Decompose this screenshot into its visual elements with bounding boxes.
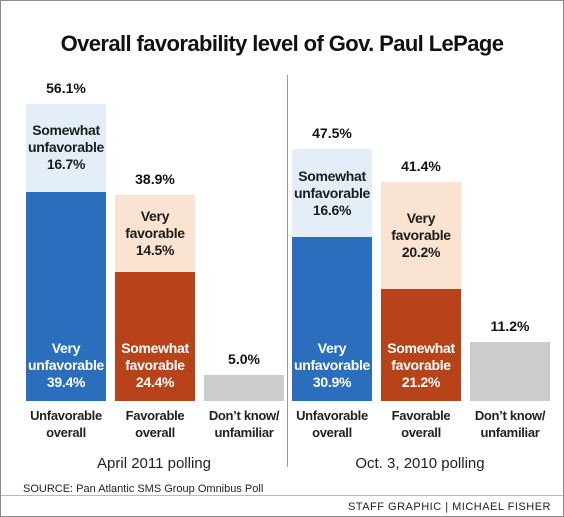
segment-name: Very favorable: [125, 207, 185, 241]
segment-name: Very favorable: [391, 209, 451, 243]
value-label: 16.6%: [312, 201, 352, 218]
total-label: 38.9%: [135, 170, 175, 187]
value-label: 20.2%: [401, 243, 441, 260]
x-tick-label: Unfavorable overall: [30, 408, 102, 440]
bar-segment: [115, 271, 195, 401]
value-label: 11.2%: [490, 317, 530, 334]
segment-label: Very unfavorable 30.9%: [292, 340, 372, 391]
value-label: 16.7%: [46, 156, 86, 173]
footer-rule: [1, 495, 563, 496]
segment-label: Very unfavorable 39.4%: [26, 340, 106, 391]
total-label: 47.5%: [312, 125, 352, 142]
segment-label: Very favorable 14.5%: [115, 208, 195, 259]
bar-segment: [292, 237, 372, 401]
bar-segment: [292, 149, 372, 238]
bar-segment: [381, 181, 461, 289]
x-tick-label: Don’t know/ unfamiliar: [208, 408, 280, 440]
segment-name: Very unfavorable: [293, 340, 371, 373]
segment-name: Very unfavorable: [27, 340, 105, 373]
segment-label: Very favorable 20.2%: [381, 210, 461, 261]
value-label: 21.2%: [401, 374, 441, 390]
credit: STAFF GRAPHIC | MICHAEL FISHER: [347, 501, 551, 513]
panel-subtitle: Oct. 3, 2010 polling: [355, 455, 485, 472]
bar-segment: [470, 341, 550, 401]
bar-segment: [115, 194, 195, 272]
segment-name: Somewhat favorable: [387, 340, 455, 373]
bar-segment: [381, 288, 461, 401]
x-tick-label: Favorable overall: [391, 408, 451, 440]
total-label: 56.1%: [46, 79, 86, 96]
panel-subtitle: April 2011 polling: [97, 455, 211, 472]
value-label: 39.4%: [46, 374, 86, 390]
chart-title: Overall favorability level of Gov. Paul …: [60, 31, 504, 56]
source: SOURCE: Pan Atlantic SMS Group Omnibus P…: [23, 483, 264, 495]
bar-segment: [204, 374, 284, 401]
value-label: 5.0%: [228, 350, 260, 367]
segment-label: Somewhat unfavorable 16.6%: [292, 168, 372, 219]
x-tick-label: Favorable overall: [125, 408, 185, 440]
x-tick-label: Don’t know/ unfamiliar: [474, 408, 546, 440]
segment-name: Somewhat unfavorable: [293, 167, 371, 201]
panel-divider: [287, 75, 288, 467]
value-label: 30.9%: [312, 374, 352, 390]
value-label: 24.4%: [135, 374, 175, 390]
segment-label: Somewhat favorable 24.4%: [115, 340, 195, 391]
bar-segment: [26, 192, 106, 401]
total-label: 41.4%: [401, 157, 441, 174]
x-tick-label: Unfavorable overall: [296, 408, 368, 440]
bar-segment: [26, 103, 106, 193]
segment-name: Somewhat favorable: [121, 340, 189, 373]
value-label: 14.5%: [135, 241, 175, 258]
segment-name: Somewhat unfavorable: [27, 122, 105, 156]
segment-label: Somewhat unfavorable 16.7%: [26, 122, 106, 173]
segment-label: Somewhat favorable 21.2%: [381, 340, 461, 391]
